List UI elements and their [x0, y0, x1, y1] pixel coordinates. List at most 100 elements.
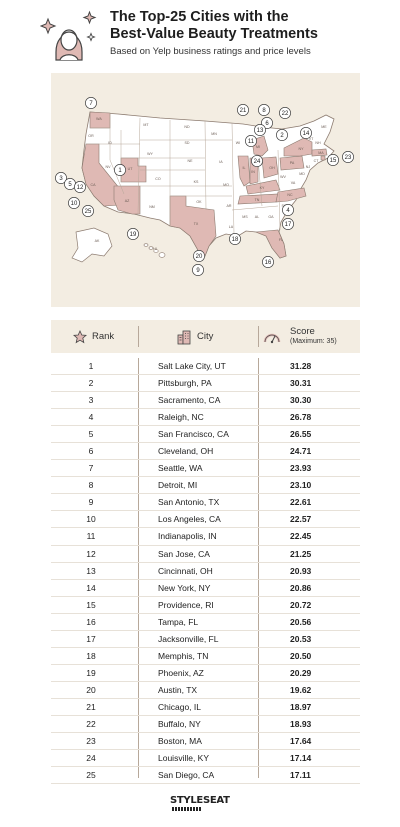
rank-cell: 1: [88, 361, 94, 371]
city-marker: 16: [262, 256, 274, 268]
score-cell: 31.28: [290, 361, 312, 371]
score-cell: 17.64: [290, 736, 312, 747]
marker-label: 14: [303, 131, 310, 137]
state-oh: [261, 156, 279, 179]
marker-circle: [68, 197, 80, 209]
table-body: 1 Salt Lake City, UT 31.28 2 Pittsburgh, PA 3…: [51, 358, 360, 785]
table-row: 6 Cleveland, OH 24.71: [51, 443, 360, 461]
rank-cell: 6: [88, 446, 94, 457]
rank-cell: 2: [88, 378, 94, 389]
star-icon: [73, 329, 87, 343]
table-row: 3 Sacramento, CA 30.30: [51, 392, 360, 410]
city-cell: Indianapolis, IN: [158, 531, 217, 542]
state-ri: [320, 155, 326, 161]
city-cell: Detroit, MI: [158, 480, 198, 491]
state-label: AK: [95, 239, 100, 243]
score-cell: 22.61: [290, 497, 312, 508]
city-cell: Seattle, WA: [158, 463, 203, 474]
state-label: MO: [223, 183, 229, 187]
score-cell: 18.93: [290, 718, 312, 729]
marker-label: 13: [257, 128, 264, 134]
city-cell: Phoenix, AZ: [158, 667, 204, 678]
state-label: ME: [321, 125, 327, 129]
table-row: 4 Raleigh, NC 26.78: [51, 409, 360, 427]
header-score-note: (Maximum: 35): [290, 337, 337, 345]
score-cell: 24.71: [290, 446, 312, 457]
marker-label: 12: [77, 185, 84, 191]
city-cell: Louisville, KY: [158, 753, 210, 764]
header-score: Score (Maximum: 35): [263, 320, 337, 353]
marker-circle: [300, 127, 312, 139]
table-row: 25 San Diego, CA 17.11: [51, 767, 360, 785]
marker-label: 23: [345, 155, 352, 161]
score-cell: 20.53: [290, 633, 312, 644]
state-label: HI: [153, 247, 157, 251]
city-cell: New York, NY: [158, 582, 211, 593]
state-il: [237, 155, 251, 187]
marker-label: 15: [330, 158, 337, 164]
score-cell: 20.93: [290, 565, 312, 576]
state-ca: [81, 143, 125, 207]
rank-cell: 11: [86, 531, 96, 542]
city-cell: Cleveland, OH: [158, 446, 214, 457]
rank-cell: 24: [86, 753, 96, 764]
marker-label: 19: [130, 232, 137, 238]
city-cell: San Antonio, TX: [158, 497, 220, 508]
city-marker: 22: [279, 107, 291, 119]
table-row: 23 Boston, MA 17.64: [51, 733, 360, 751]
score-cell: 22.45: [290, 531, 312, 542]
city-cell: Raleigh, NC: [158, 412, 204, 423]
table-header: Rank City Score (Maximum: 35): [51, 320, 360, 353]
score-cell: 20.29: [290, 667, 312, 678]
marker-circle: [85, 97, 97, 109]
state-label: CT: [314, 159, 320, 163]
marker-circle: [127, 228, 139, 240]
rank-cell: 25: [86, 770, 96, 781]
state-label: WI: [236, 141, 240, 145]
city-marker: 2: [276, 129, 288, 141]
state-label: KS: [194, 180, 199, 184]
city-marker: 14: [300, 127, 312, 139]
city-marker: 15: [327, 154, 339, 166]
city-marker: 1: [114, 164, 126, 176]
marker-label: 21: [240, 108, 247, 114]
city-marker: 17: [282, 218, 294, 230]
state-label: CA: [91, 183, 97, 187]
state-label: MI: [256, 145, 260, 149]
rank-cell: 23: [86, 736, 96, 747]
marker-circle: [245, 135, 257, 147]
table-row: 5 San Francisco, CA 26.55: [51, 426, 360, 444]
state-label: OK: [196, 200, 202, 204]
state-hi: [143, 243, 166, 258]
city-cell: Los Angeles, CA: [158, 514, 221, 525]
marker-circle: [82, 205, 94, 217]
table-row: 18 Memphis, TN 20.50: [51, 648, 360, 665]
state-label: NM: [149, 205, 155, 209]
city-marker: 5: [64, 178, 76, 190]
marker-label: 24: [254, 159, 261, 165]
state-label: NE: [188, 159, 194, 163]
city-cell: Tampa, FL: [158, 616, 199, 627]
header-city-label: City: [197, 331, 214, 342]
state-label: GA: [268, 215, 274, 219]
marker-circle: [282, 204, 294, 216]
marker-label: 22: [282, 111, 289, 117]
table-row: 22 Buffalo, NY 18.93: [51, 716, 360, 734]
city-marker: 4: [282, 204, 294, 216]
score-cell: 20.50: [290, 650, 312, 661]
score-cell: 26.78: [290, 412, 312, 423]
marker-label: 25: [85, 209, 92, 215]
rank-cell: 8: [88, 480, 94, 491]
marker-label: 2: [280, 133, 284, 139]
state-label: PA: [290, 161, 295, 165]
table-row: 16 Tampa, FL 20.56: [51, 614, 360, 631]
table-row: 12 San Jose, CA 21.25: [51, 546, 360, 563]
table-row: 8 Detroit, MI 23.10: [51, 477, 360, 495]
state-label: ID: [108, 141, 112, 145]
marker-circle: [276, 129, 288, 141]
marker-label: 4: [286, 208, 290, 214]
ranking-table: Rank City Score (Maximum: 35): [51, 320, 360, 790]
state-label: IA: [219, 160, 223, 164]
city-cell: San Jose, CA: [158, 548, 210, 559]
state-label: ND: [184, 125, 190, 129]
